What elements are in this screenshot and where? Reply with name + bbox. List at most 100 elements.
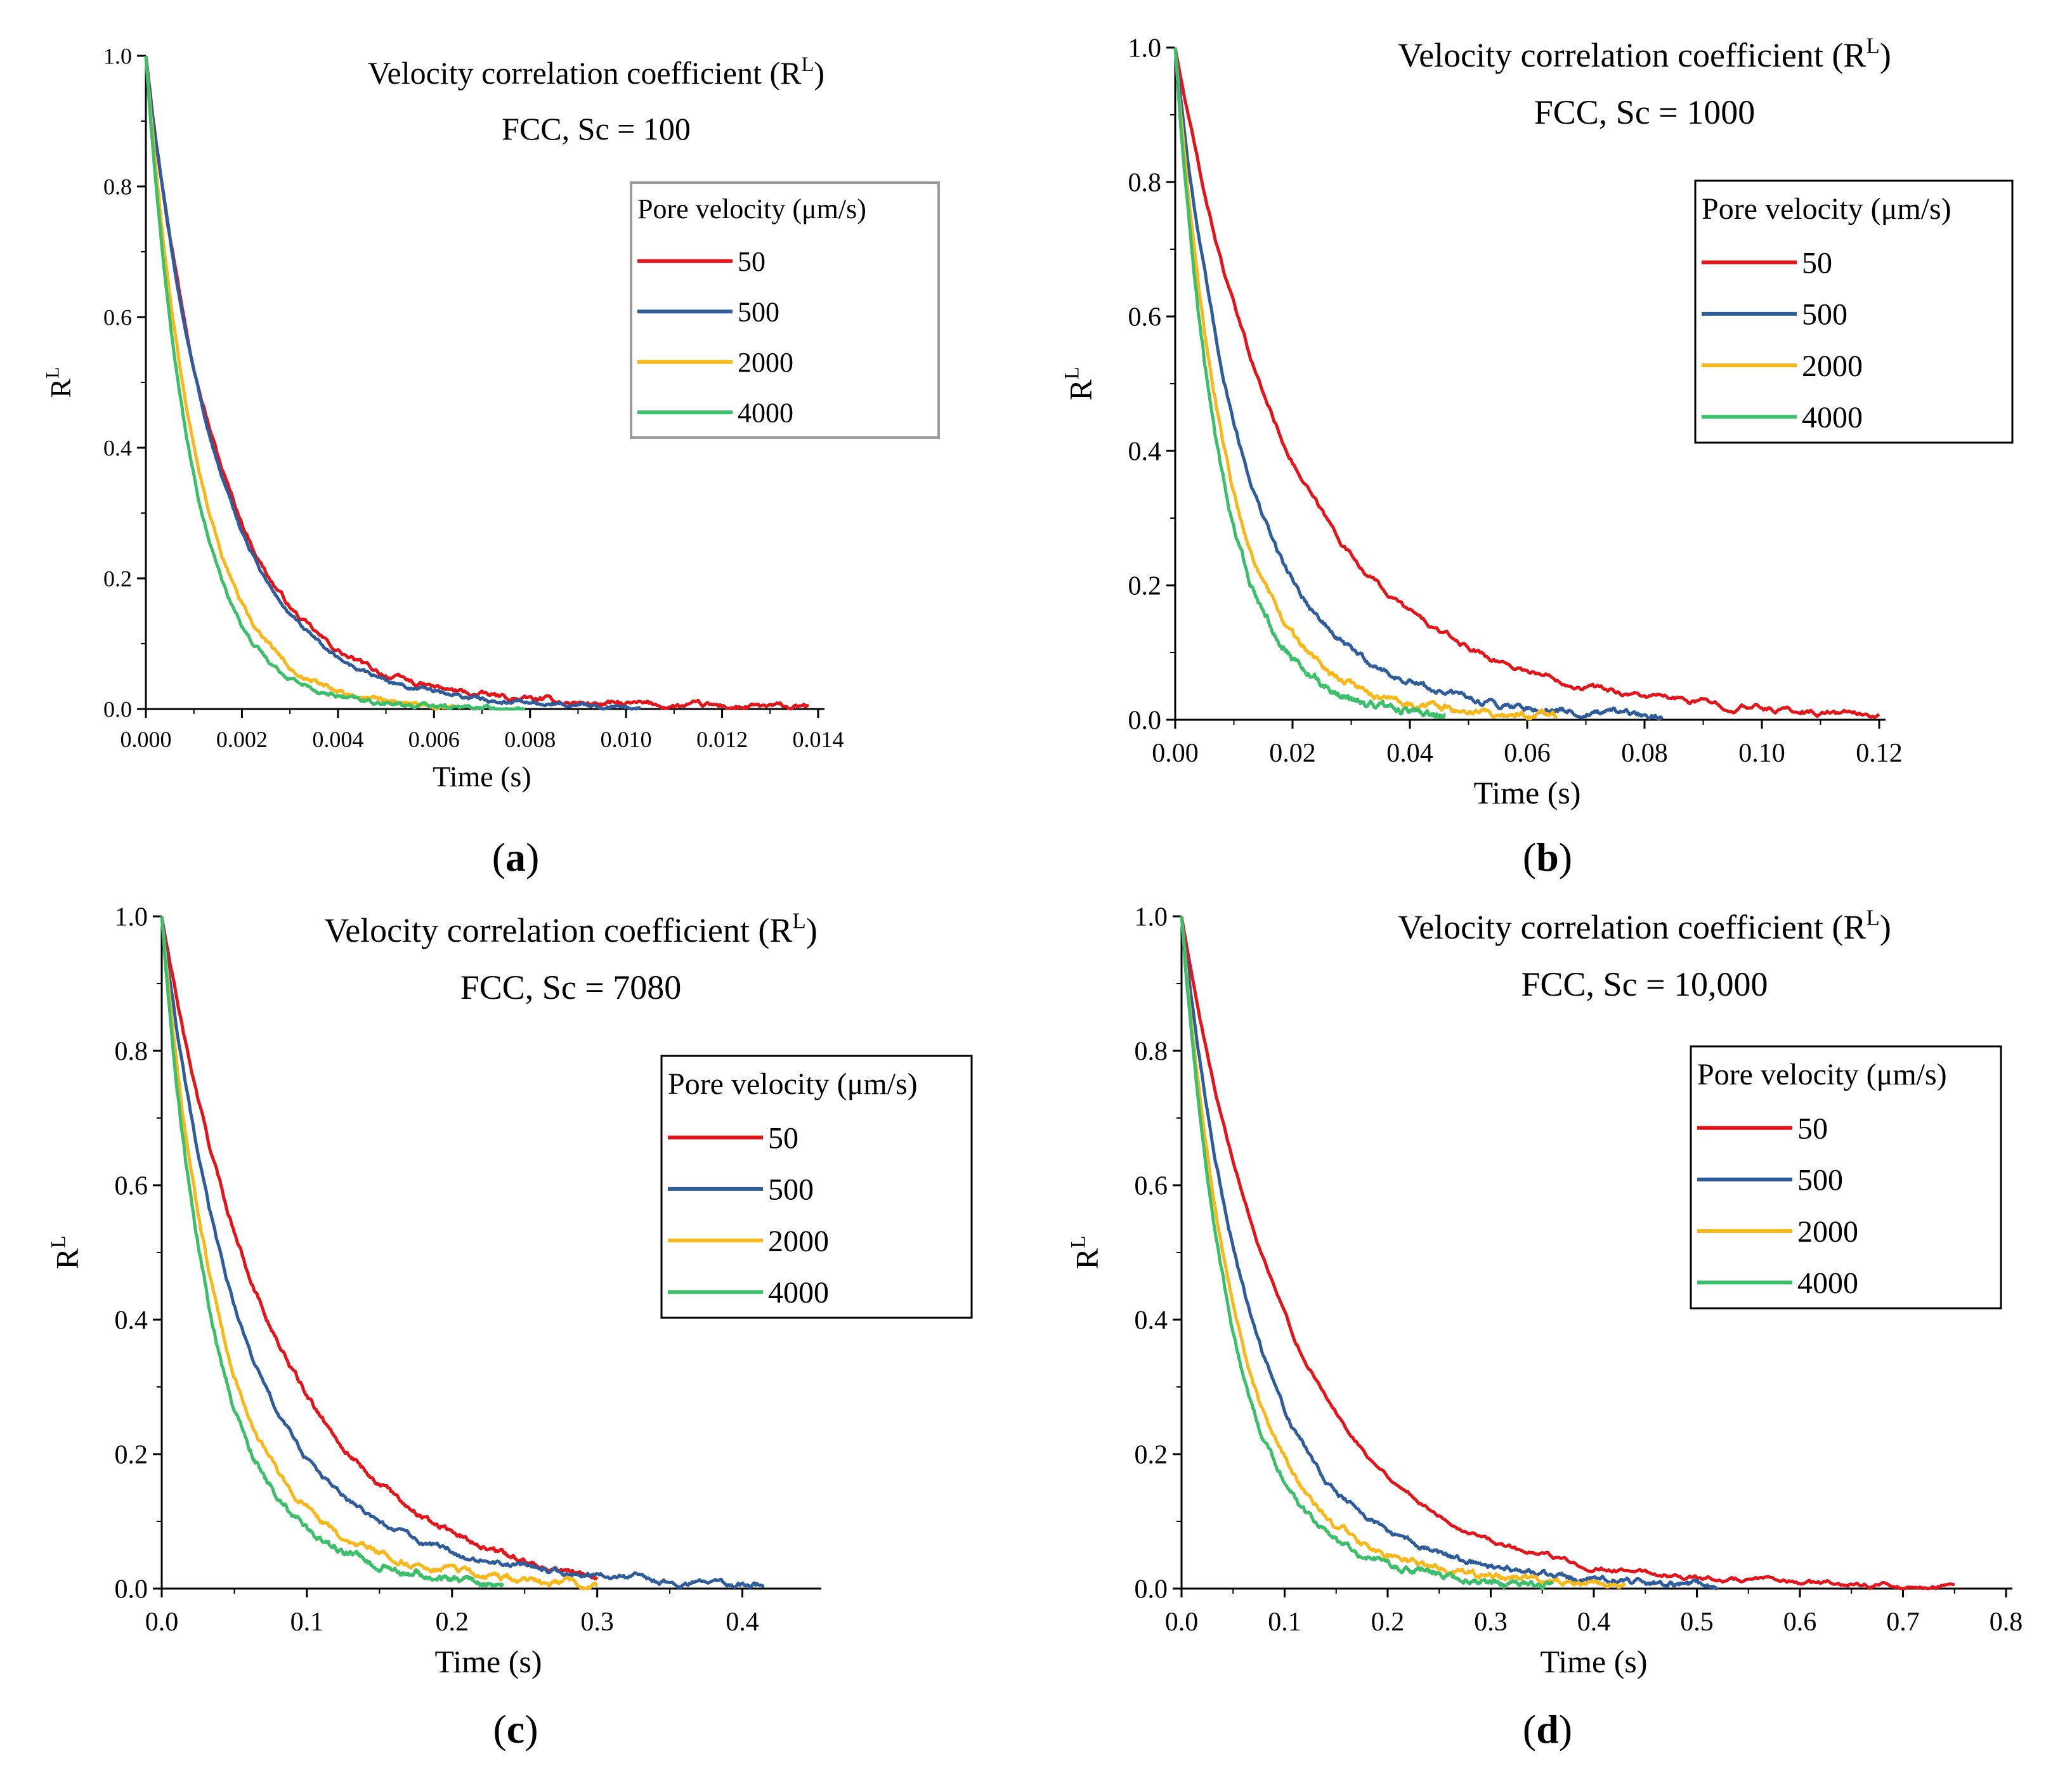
x-tick-label: 0.6 [1783, 1608, 1817, 1637]
chart-title-end: ) [1880, 908, 1891, 946]
x-tick-label: 0.0 [145, 1608, 179, 1637]
x-tick-label: 0.4 [1577, 1608, 1611, 1637]
x-tick-label: 0.000 [121, 727, 172, 752]
legend-box [1694, 179, 2014, 444]
y-axis-label-main: R [44, 378, 77, 398]
x-tick-label: 0.7 [1886, 1608, 1920, 1637]
series-line-50 [1173, 47, 1880, 719]
series-line-500 [1180, 916, 1719, 1590]
y-tick-label: 0.2 [1135, 1441, 1168, 1470]
panel-label-c: (c) [493, 1707, 538, 1752]
y-tick-label: 0.6 [1128, 303, 1162, 332]
y-axis-label-sup: L [42, 367, 63, 379]
y-tick-label: 0.4 [1135, 1306, 1168, 1336]
chart-title-sup: L [792, 908, 805, 933]
chart-title-main: Velocity correlation coefficient (R [1398, 908, 1866, 946]
chart-title-sup: L [1866, 33, 1879, 58]
legend-box [1690, 1045, 2002, 1310]
chart-title-end: ) [814, 55, 824, 91]
chart-title: Velocity correlation coefficient (RL) [1398, 905, 1891, 946]
x-tick-label: 0.5 [1680, 1608, 1714, 1637]
y-tick-label: 0.2 [1128, 572, 1162, 601]
legend-label-4000: 4000 [1802, 401, 1863, 434]
x-tick-label: 0.2 [436, 1608, 469, 1637]
y-axis-label-main: R [1069, 1248, 1105, 1270]
y-tick-label: 0.8 [115, 1037, 148, 1067]
x-tick-label: 0.1 [1268, 1608, 1301, 1637]
y-tick-label: 0.8 [1128, 169, 1162, 198]
legend-box [660, 1055, 973, 1319]
y-tick-label: 0.4 [115, 1306, 148, 1336]
legend-label-50: 50 [1802, 246, 1832, 280]
chart-title: Velocity correlation coefficient (RL) [324, 908, 818, 949]
chart-panel-c: 0.0 0.2 0.4 0.6 0.8 1.0 0.0 0.1 0.2 0.3 0.4 Time (s… [48, 903, 973, 1679]
legend-label-4000: 4000 [768, 1276, 829, 1310]
series-line-2000 [144, 55, 455, 711]
series-line-50 [160, 916, 599, 1580]
legend-label-500: 500 [1802, 298, 1847, 332]
x-tick-label: 0.00 [1152, 739, 1199, 768]
y-tick-label: 0.4 [1128, 438, 1162, 467]
y-tick-label: 0.2 [115, 1441, 148, 1470]
y-axis-label-main: R [49, 1248, 85, 1270]
y-axis-label-sup: L [1067, 1235, 1090, 1248]
y-axis-label: RL [1067, 1235, 1105, 1269]
legend-label-50: 50 [1797, 1112, 1828, 1145]
series-line-4000 [1180, 916, 1554, 1590]
series-line-500 [144, 55, 641, 711]
legend-title: Pore velocity (μm/s) [1697, 1058, 1947, 1091]
x-tick-label: 0.04 [1386, 739, 1433, 768]
y-tick-label: 0.0 [1135, 1575, 1168, 1604]
chart-title: Velocity correlation coefficient (RL) [368, 53, 824, 91]
x-axis-label: Time (s) [433, 760, 531, 793]
legend-label-2000: 2000 [768, 1225, 829, 1258]
y-tick-label: 1.0 [1135, 903, 1168, 932]
x-tick-label: 0.004 [312, 727, 363, 752]
series-line-500 [1173, 47, 1664, 721]
legend-title: Pore velocity (μm/s) [637, 193, 866, 224]
y-tick-label: 1.0 [115, 903, 148, 932]
legend-label-4000: 4000 [738, 398, 793, 429]
y-axis-label: RL [1061, 367, 1098, 400]
x-tick-label: 0.002 [216, 727, 268, 752]
y-tick-label: 0.0 [103, 697, 132, 722]
x-tick-label: 0.0 [1165, 1608, 1199, 1637]
x-tick-label: 0.4 [726, 1608, 759, 1637]
x-tick-label: 0.3 [1474, 1608, 1508, 1637]
y-tick-label: 0.0 [115, 1575, 148, 1604]
y-tick-label: 0.8 [1135, 1037, 1168, 1067]
y-axis-label-sup: L [1061, 367, 1084, 379]
panel-label-b: (b) [1522, 835, 1573, 880]
chart-title-end: ) [1880, 36, 1891, 74]
x-tick-label: 0.2 [1371, 1608, 1405, 1637]
x-tick-label: 0.010 [601, 727, 652, 752]
legend-label-500: 500 [768, 1173, 814, 1207]
series-line-2000 [1180, 916, 1627, 1589]
chart-title-sup: L [1866, 905, 1879, 930]
x-tick-label: 0.8 [1990, 1608, 2023, 1637]
y-tick-label: 1.0 [1128, 34, 1162, 63]
x-tick-label: 0.1 [290, 1608, 324, 1637]
series-line-500 [160, 916, 765, 1589]
series-line-2000 [1173, 47, 1558, 721]
y-axis-label: RL [42, 367, 76, 398]
legend-label-500: 500 [738, 297, 779, 328]
y-tick-label: 0.8 [103, 174, 132, 200]
y-tick-label: 0.2 [103, 566, 132, 592]
chart-subtitle: FCC, Sc = 100 [502, 111, 691, 146]
chart-title-main: Velocity correlation coefficient (R [368, 55, 802, 91]
panel-label-d: (d) [1522, 1707, 1573, 1752]
x-tick-label: 0.014 [793, 727, 844, 752]
x-axis-label: Time (s) [434, 1644, 542, 1679]
series-line-50 [1180, 916, 1955, 1590]
x-tick-label: 0.02 [1269, 739, 1316, 768]
chart-title-main: Velocity correlation coefficient (R [1398, 36, 1866, 74]
y-tick-label: 0.6 [1135, 1172, 1168, 1201]
y-axis-label-main: R [1063, 379, 1098, 401]
panel-label-a: (a) [492, 835, 540, 880]
series-line-4000 [144, 55, 526, 711]
legend-label-2000: 2000 [738, 347, 793, 378]
chart-subtitle: FCC, Sc = 10,000 [1521, 965, 1768, 1003]
legend-label-4000: 4000 [1797, 1266, 1858, 1300]
